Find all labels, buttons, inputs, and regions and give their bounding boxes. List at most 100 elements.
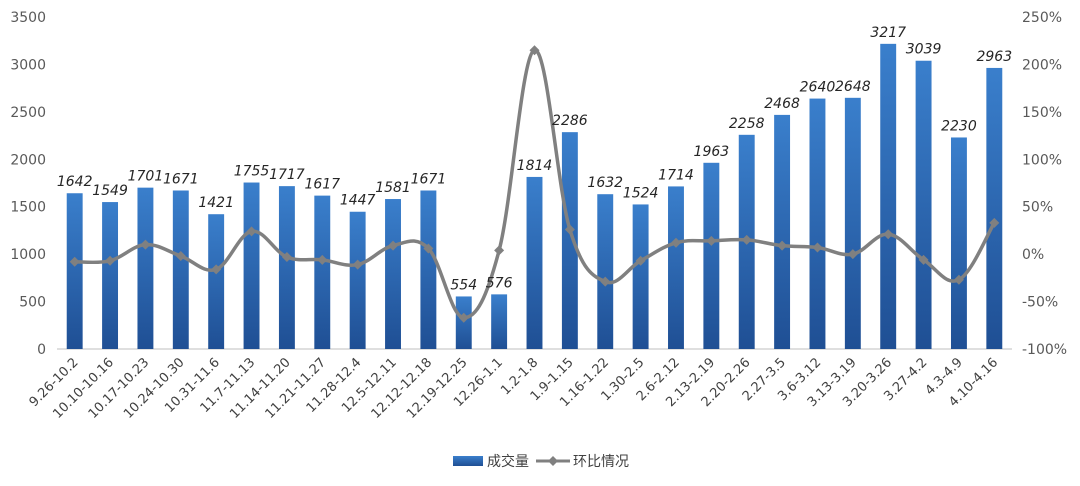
bar-data-label: 1632 [587, 175, 623, 191]
bar [809, 98, 826, 349]
bar [102, 202, 119, 349]
bar [844, 97, 861, 349]
line-marker [989, 217, 1000, 228]
bar-data-label: 2640 [800, 80, 836, 96]
bar-data-label: 3217 [870, 25, 906, 41]
line-marker [494, 245, 505, 256]
line-marker [600, 276, 611, 287]
bar-data-label: 576 [486, 275, 513, 291]
line-marker [352, 259, 363, 270]
bar [597, 194, 614, 349]
bar-data-label: 2230 [941, 118, 977, 134]
bar-data-label: 1963 [694, 144, 730, 160]
line-marker [175, 251, 186, 262]
line-marker [670, 237, 681, 248]
legend-label-bar: 成交量 [487, 453, 529, 470]
bar [632, 204, 649, 349]
bar [137, 187, 154, 349]
bar-data-label: 1755 [234, 164, 270, 180]
bar [349, 211, 366, 349]
bar-data-label: 1714 [658, 167, 694, 183]
legend-swatch-bar [453, 456, 483, 466]
line-marker [317, 254, 328, 265]
legend-swatch-marker [548, 456, 558, 466]
bar [915, 60, 932, 350]
bar-data-label: 1717 [269, 167, 305, 183]
bar [668, 186, 684, 349]
line-marker [211, 264, 222, 275]
bar-data-label: 1814 [517, 158, 553, 174]
y-right-tick-label: 200% [1022, 57, 1062, 73]
bar [66, 193, 83, 349]
y-left-tick-label: 2500 [10, 105, 46, 121]
legend: 成交量 环比情况 [453, 453, 629, 470]
y-left-tick-label: 2000 [10, 152, 46, 168]
y-left-tick-label: 0 [37, 342, 46, 358]
line-marker [105, 255, 116, 266]
line-marker [812, 242, 823, 253]
line-marker [741, 234, 752, 245]
bar-data-label: 2258 [729, 116, 765, 132]
y-right-tick-label: 100% [1022, 152, 1062, 168]
bar [172, 190, 189, 349]
y-right-tick-label: 0% [1022, 247, 1044, 263]
line-marker [246, 226, 257, 237]
bar [491, 294, 508, 349]
bar [703, 162, 720, 349]
x-axis-ticks: 9.26-10.210.10-10.1610.17-10.2310.24-10.… [27, 355, 1001, 422]
bar-data-label: 1447 [340, 193, 376, 209]
legend-label-line: 环比情况 [573, 454, 629, 470]
line-marker [883, 229, 894, 240]
bar-data-label: 2648 [835, 79, 871, 95]
line-marker [918, 254, 929, 265]
bar-data-label: 1581 [375, 180, 411, 196]
y-right-tick-label: -50% [1022, 295, 1058, 311]
y-left-tick-label: 3000 [10, 57, 46, 73]
line-marker [777, 240, 788, 251]
line-marker [458, 312, 469, 323]
bar-data-label: 2286 [552, 113, 588, 129]
bar-data-label: 554 [450, 277, 477, 293]
line-marker [281, 251, 292, 262]
line-marker [529, 45, 540, 56]
bar-data-label: 2963 [976, 49, 1012, 65]
bar [385, 199, 401, 349]
line-marker [564, 224, 575, 235]
bar [561, 132, 578, 349]
bar-data-label: 1671 [163, 171, 199, 187]
bar [208, 214, 225, 349]
y-left-tick-label: 500 [19, 295, 46, 311]
line-marker [635, 255, 646, 266]
line-series [69, 45, 1000, 323]
y-left-tick-label: 1000 [10, 247, 46, 263]
bar-data-label: 1617 [304, 177, 340, 193]
line-marker [388, 240, 399, 251]
y-left-tick-label: 3500 [10, 10, 46, 26]
bar-data-label: 1524 [623, 185, 659, 201]
bar [455, 296, 472, 349]
y-left-tick-label: 1500 [10, 200, 46, 216]
bar-data-label: 1421 [198, 195, 234, 211]
bar-series [66, 43, 1003, 350]
y-right-tick-label: 150% [1022, 105, 1062, 121]
bar-data-label: 2468 [764, 96, 800, 112]
bar [526, 176, 543, 349]
bar-data-label: 3039 [906, 42, 942, 58]
bar-data-label: 1549 [92, 183, 128, 199]
bar [243, 182, 260, 349]
y-right-tick-label: 50% [1022, 200, 1053, 216]
y-right-tick-label: 250% [1022, 10, 1062, 26]
bar-data-label: 1671 [411, 171, 447, 187]
bar [278, 186, 295, 349]
line-marker [953, 274, 964, 285]
bar [950, 137, 967, 349]
line-marker [69, 256, 80, 267]
line-marker [847, 249, 858, 260]
line-marker [706, 235, 717, 246]
y-right-tick-label: -100% [1022, 342, 1067, 358]
line-marker [423, 243, 434, 254]
bar-data-label: 1701 [128, 169, 164, 185]
